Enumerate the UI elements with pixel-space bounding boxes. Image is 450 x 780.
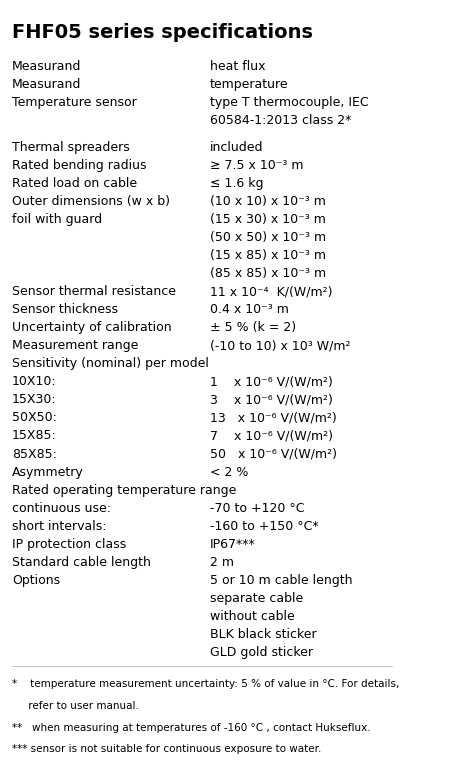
Text: 7    x 10⁻⁶ V/(W/m²): 7 x 10⁻⁶ V/(W/m²): [210, 430, 333, 442]
Text: Measurand: Measurand: [12, 60, 81, 73]
Text: short intervals:: short intervals:: [12, 519, 107, 533]
Text: BLK black sticker: BLK black sticker: [210, 628, 317, 641]
Text: Sensor thickness: Sensor thickness: [12, 303, 118, 316]
Text: IP protection class: IP protection class: [12, 537, 126, 551]
Text: 15X85:: 15X85:: [12, 430, 57, 442]
Text: 2 m: 2 m: [210, 555, 234, 569]
Text: Standard cable length: Standard cable length: [12, 555, 151, 569]
Text: 5 or 10 m cable length: 5 or 10 m cable length: [210, 574, 353, 587]
Text: ≤ 1.6 kg: ≤ 1.6 kg: [210, 177, 264, 190]
Text: 50X50:: 50X50:: [12, 411, 57, 424]
Text: 15X30:: 15X30:: [12, 393, 57, 406]
Text: 60584-1:2013 class 2*: 60584-1:2013 class 2*: [210, 114, 351, 127]
Text: (50 x 50) x 10⁻³ m: (50 x 50) x 10⁻³ m: [210, 231, 326, 244]
Text: without cable: without cable: [210, 610, 295, 623]
Text: (-10 to 10) x 10³ W/m²: (-10 to 10) x 10³ W/m²: [210, 339, 351, 353]
Text: (15 x 85) x 10⁻³ m: (15 x 85) x 10⁻³ m: [210, 249, 326, 262]
Text: Thermal spreaders: Thermal spreaders: [12, 141, 130, 154]
Text: FHF05 series specifications: FHF05 series specifications: [12, 23, 313, 42]
Text: Uncertainty of calibration: Uncertainty of calibration: [12, 321, 172, 335]
Text: foil with guard: foil with guard: [12, 213, 102, 226]
Text: 13   x 10⁻⁶ V/(W/m²): 13 x 10⁻⁶ V/(W/m²): [210, 411, 337, 424]
Text: 0.4 x 10⁻³ m: 0.4 x 10⁻³ m: [210, 303, 289, 316]
Text: IP67***: IP67***: [210, 537, 256, 551]
Text: Outer dimensions (w x b): Outer dimensions (w x b): [12, 195, 170, 208]
Text: Options: Options: [12, 574, 60, 587]
Text: (15 x 30) x 10⁻³ m: (15 x 30) x 10⁻³ m: [210, 213, 326, 226]
Text: ≥ 7.5 x 10⁻³ m: ≥ 7.5 x 10⁻³ m: [210, 159, 304, 172]
Text: heat flux: heat flux: [210, 60, 266, 73]
Text: (85 x 85) x 10⁻³ m: (85 x 85) x 10⁻³ m: [210, 267, 326, 280]
Text: type T thermocouple, IEC: type T thermocouple, IEC: [210, 96, 369, 108]
Text: -70 to +120 °C: -70 to +120 °C: [210, 502, 305, 515]
Text: Rated bending radius: Rated bending radius: [12, 159, 147, 172]
Text: (10 x 10) x 10⁻³ m: (10 x 10) x 10⁻³ m: [210, 195, 326, 208]
Text: ± 5 % (k = 2): ± 5 % (k = 2): [210, 321, 296, 335]
Text: separate cable: separate cable: [210, 592, 303, 604]
Text: GLD gold sticker: GLD gold sticker: [210, 646, 313, 659]
Text: 10X10:: 10X10:: [12, 375, 57, 388]
Text: 3    x 10⁻⁶ V/(W/m²): 3 x 10⁻⁶ V/(W/m²): [210, 393, 333, 406]
Text: Asymmetry: Asymmetry: [12, 466, 84, 479]
Text: Rated operating temperature range: Rated operating temperature range: [12, 484, 236, 497]
Text: Measurand: Measurand: [12, 78, 81, 90]
Text: 85X85:: 85X85:: [12, 448, 57, 460]
Text: 1    x 10⁻⁶ V/(W/m²): 1 x 10⁻⁶ V/(W/m²): [210, 375, 333, 388]
Text: Sensor thermal resistance: Sensor thermal resistance: [12, 285, 176, 298]
Text: Temperature sensor: Temperature sensor: [12, 96, 137, 108]
Text: Rated load on cable: Rated load on cable: [12, 177, 137, 190]
Text: *** sensor is not suitable for continuous exposure to water.: *** sensor is not suitable for continuou…: [12, 744, 321, 754]
Text: included: included: [210, 141, 264, 154]
Text: temperature: temperature: [210, 78, 289, 90]
Text: continuous use:: continuous use:: [12, 502, 111, 515]
Text: **   when measuring at temperatures of -160 °C , contact Hukseflux.: ** when measuring at temperatures of -16…: [12, 722, 371, 732]
Text: 11 x 10⁻⁴  K/(W/m²): 11 x 10⁻⁴ K/(W/m²): [210, 285, 333, 298]
Text: -160 to +150 °C*: -160 to +150 °C*: [210, 519, 319, 533]
Text: 50   x 10⁻⁶ V/(W/m²): 50 x 10⁻⁶ V/(W/m²): [210, 448, 337, 460]
Text: Measurement range: Measurement range: [12, 339, 139, 353]
Text: < 2 %: < 2 %: [210, 466, 248, 479]
Text: refer to user manual.: refer to user manual.: [12, 701, 139, 711]
Text: Sensitivity (nominal) per model: Sensitivity (nominal) per model: [12, 357, 209, 370]
Text: *    temperature measurement uncertainty: 5 % of value in °C. For details,: * temperature measurement uncertainty: 5…: [12, 679, 400, 690]
